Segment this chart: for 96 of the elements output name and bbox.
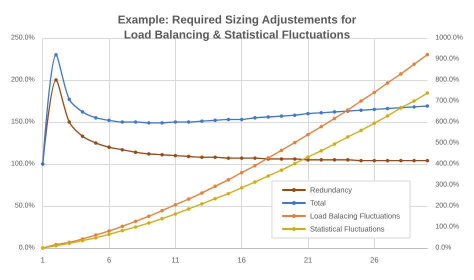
point	[240, 170, 244, 174]
point	[80, 134, 84, 138]
point	[292, 157, 296, 161]
point	[226, 178, 230, 182]
point	[372, 122, 376, 126]
point	[332, 110, 336, 114]
point	[240, 186, 244, 190]
point	[292, 140, 296, 144]
point	[147, 221, 151, 225]
point	[280, 114, 284, 118]
point	[94, 141, 98, 145]
point	[346, 158, 350, 162]
point	[372, 108, 376, 112]
point	[332, 116, 336, 120]
point	[186, 154, 190, 158]
point	[426, 158, 430, 162]
point	[107, 232, 111, 236]
point	[107, 118, 111, 122]
point	[186, 197, 190, 201]
point	[426, 52, 430, 56]
point	[386, 81, 390, 85]
point	[54, 53, 58, 57]
point	[399, 72, 403, 76]
point	[186, 120, 190, 124]
point	[147, 121, 151, 125]
point	[412, 158, 416, 162]
point	[412, 105, 416, 109]
point	[372, 158, 376, 162]
point	[320, 124, 324, 128]
point	[120, 228, 124, 232]
point	[306, 112, 310, 116]
point	[386, 106, 390, 110]
point	[200, 202, 204, 206]
point	[174, 120, 178, 124]
point	[280, 168, 284, 172]
point	[213, 196, 217, 200]
point	[240, 156, 244, 160]
point	[200, 156, 204, 160]
point	[120, 120, 124, 124]
chart-title: Example: Required Sizing Adjustements for Load Balancing & Statistical Fluctuations	[118, 14, 357, 42]
point	[372, 90, 376, 94]
point	[359, 158, 363, 162]
point	[200, 119, 204, 123]
point	[174, 212, 178, 216]
point	[134, 150, 138, 154]
point	[226, 156, 230, 160]
point	[266, 115, 270, 119]
point	[399, 158, 403, 162]
point	[160, 153, 164, 157]
point	[412, 62, 416, 66]
point	[213, 118, 217, 122]
point	[332, 158, 336, 162]
point	[174, 202, 178, 206]
point	[160, 121, 164, 125]
point	[412, 99, 416, 103]
point	[120, 224, 124, 228]
point	[280, 148, 284, 152]
point	[68, 120, 72, 124]
point	[306, 132, 310, 136]
point	[147, 214, 151, 218]
point	[253, 156, 257, 160]
point	[160, 216, 164, 220]
point	[359, 128, 363, 132]
point	[186, 207, 190, 211]
point	[94, 116, 98, 120]
point	[320, 111, 324, 115]
point	[426, 91, 430, 95]
point	[426, 104, 430, 108]
point	[107, 145, 111, 149]
point	[253, 180, 257, 184]
point	[160, 208, 164, 212]
point	[213, 184, 217, 188]
point	[68, 98, 72, 102]
point	[359, 108, 363, 112]
point	[120, 148, 124, 152]
point	[134, 220, 138, 224]
point	[213, 156, 217, 160]
point	[94, 236, 98, 240]
point	[320, 149, 324, 153]
point	[386, 114, 390, 118]
point	[346, 135, 350, 139]
point	[240, 118, 244, 122]
point	[266, 174, 270, 178]
point	[94, 233, 98, 237]
point	[320, 158, 324, 162]
point	[253, 116, 257, 120]
point	[147, 152, 151, 156]
point	[292, 114, 296, 118]
point	[80, 110, 84, 114]
point	[292, 162, 296, 166]
point	[200, 191, 204, 195]
point	[174, 154, 178, 158]
point	[226, 192, 230, 196]
point	[226, 118, 230, 122]
point	[253, 164, 257, 168]
point	[386, 158, 390, 162]
